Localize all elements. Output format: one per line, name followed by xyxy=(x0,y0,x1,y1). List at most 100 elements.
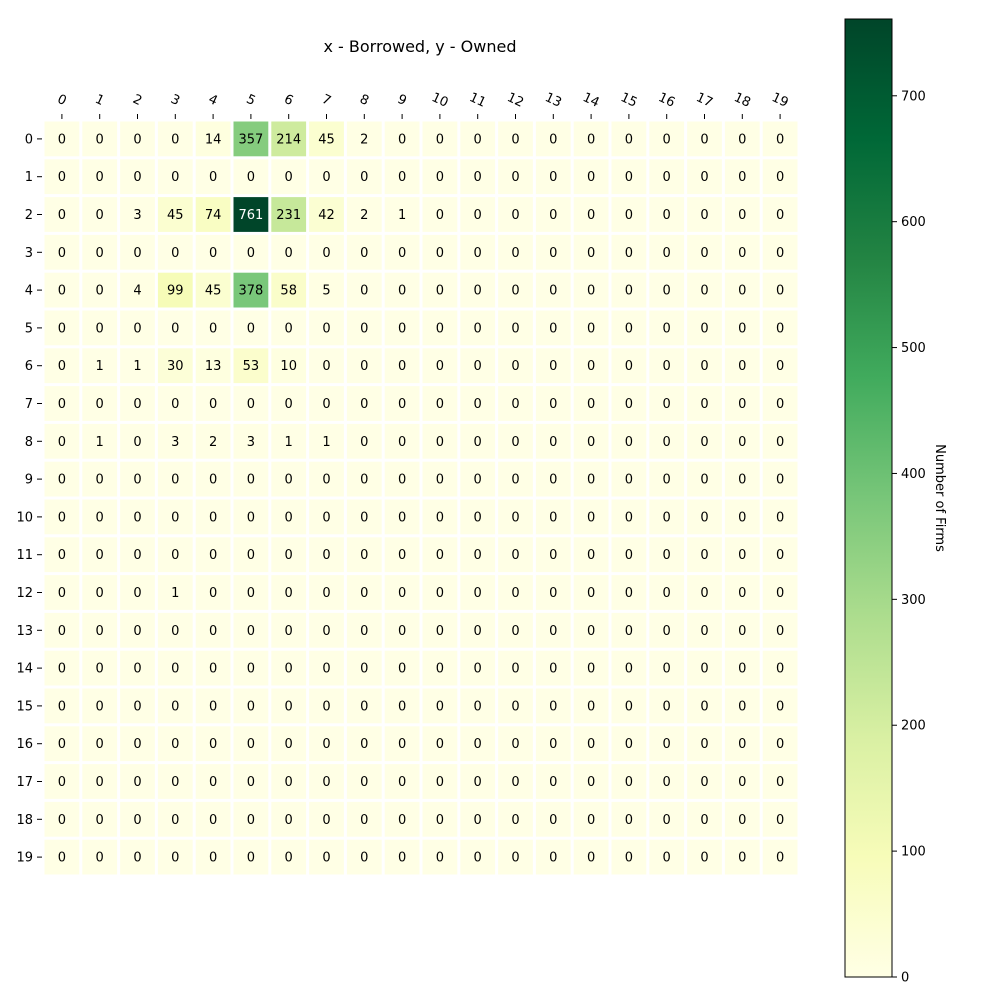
heatmap-cell-label: 0 xyxy=(587,397,595,412)
heatmap-cell-label: 0 xyxy=(511,132,519,147)
y-tick-label: 7 xyxy=(25,397,33,412)
heatmap-cell-label: 0 xyxy=(625,246,633,261)
heatmap-cell-label: 99 xyxy=(167,284,184,299)
heatmap-cell-label: 0 xyxy=(776,548,784,563)
y-tick-label: 2 xyxy=(25,208,33,223)
heatmap-cell xyxy=(195,197,231,232)
x-axis-ticks: 0 1 2 3 4 5 6 7 8 9 10 11 12 13 14 15 16 17 18 19 xyxy=(55,90,791,119)
heatmap-cell xyxy=(309,121,344,157)
heatmap-cell-label: 0 xyxy=(58,284,66,299)
heatmap-cell xyxy=(309,234,344,270)
heatmap-cell-label: 45 xyxy=(318,132,335,147)
heatmap-cell-label: 0 xyxy=(625,208,633,223)
heatmap-cell xyxy=(573,650,609,686)
heatmap-cell xyxy=(44,310,80,346)
heatmap-cell xyxy=(422,575,458,610)
heatmap-cell-label: 0 xyxy=(436,699,444,714)
heatmap-cell xyxy=(120,197,155,232)
heatmap-cell xyxy=(724,159,760,195)
heatmap-cell xyxy=(346,121,382,157)
heatmap-cell xyxy=(535,197,571,232)
heatmap-cell xyxy=(498,726,533,762)
heatmap-cell-label: 0 xyxy=(625,132,633,147)
heatmap-cell xyxy=(611,612,647,648)
heatmap-cell-label: 0 xyxy=(171,737,179,752)
heatmap-cell xyxy=(422,726,458,762)
heatmap-cell-label: 0 xyxy=(398,397,406,412)
heatmap-cell xyxy=(611,310,647,346)
heatmap-cell-label: 0 xyxy=(96,473,104,488)
x-tick-label: 1 xyxy=(93,92,107,109)
heatmap-cell xyxy=(195,234,231,270)
heatmap-cell-label: 0 xyxy=(247,170,255,185)
heatmap-cell xyxy=(44,423,80,459)
heatmap-cell-label: 0 xyxy=(360,170,368,185)
heatmap-cell xyxy=(687,650,722,686)
heatmap-cell xyxy=(687,537,722,573)
heatmap-cell-label: 0 xyxy=(133,473,141,488)
heatmap-cell xyxy=(309,272,344,308)
heatmap-cell-label: 214 xyxy=(276,132,301,147)
y-tick-label: 6 xyxy=(25,359,33,374)
heatmap-cell-label: 0 xyxy=(171,246,179,261)
heatmap-cell-label: 0 xyxy=(700,586,708,601)
heatmap-cell-label: 0 xyxy=(285,775,293,790)
heatmap-cell-label: 0 xyxy=(474,246,482,261)
heatmap-cell xyxy=(724,499,760,535)
heatmap-cell-label: 0 xyxy=(625,321,633,336)
heatmap-cell-label: 0 xyxy=(663,851,671,866)
heatmap-cell-label: 0 xyxy=(322,586,330,601)
heatmap-cell-label: 0 xyxy=(738,624,746,639)
heatmap-cell xyxy=(649,121,685,157)
heatmap-cell-label: 0 xyxy=(738,359,746,374)
heatmap-cell xyxy=(157,386,193,421)
heatmap-cell xyxy=(82,423,118,459)
colorbar-tick-label: 200 xyxy=(901,719,926,734)
heatmap-cell xyxy=(233,537,269,573)
heatmap-cell xyxy=(573,575,609,610)
heatmap-cell xyxy=(120,234,155,270)
heatmap-cell xyxy=(346,310,382,346)
heatmap-cell xyxy=(422,537,458,573)
heatmap-cell-label: 0 xyxy=(209,775,217,790)
heatmap-cell xyxy=(346,272,382,308)
heatmap-cell-label: 0 xyxy=(474,208,482,223)
heatmap-cell-label: 1 xyxy=(322,435,330,450)
heatmap-cell xyxy=(44,348,80,384)
heatmap-cell xyxy=(82,499,118,535)
heatmap-cell xyxy=(271,764,307,799)
heatmap-cell-label: 0 xyxy=(738,510,746,525)
heatmap-cell-label: 58 xyxy=(280,284,297,299)
heatmap-cell-label: 0 xyxy=(58,246,66,261)
heatmap-cell-label: 0 xyxy=(322,737,330,752)
heatmap-cell xyxy=(762,726,798,762)
heatmap-cell xyxy=(271,159,307,195)
heatmap-cell-label: 0 xyxy=(511,813,519,828)
heatmap-cell xyxy=(460,234,496,270)
heatmap-cell-label: 0 xyxy=(776,132,784,147)
heatmap-cell xyxy=(233,650,269,686)
heatmap-cell xyxy=(687,612,722,648)
heatmap-cell-label: 74 xyxy=(205,208,222,223)
heatmap-cell-label: 0 xyxy=(436,851,444,866)
x-tick-label: 10 xyxy=(429,90,450,111)
heatmap-cell-label: 0 xyxy=(587,435,595,450)
heatmap-cell xyxy=(535,575,571,610)
heatmap-cell-label: 0 xyxy=(285,851,293,866)
heatmap-cell-label: 0 xyxy=(360,397,368,412)
heatmap-cell xyxy=(195,726,231,762)
heatmap-cell xyxy=(762,801,798,837)
colorbar-gradient xyxy=(844,18,893,978)
heatmap-cell xyxy=(687,801,722,837)
heatmap-cell xyxy=(44,650,80,686)
heatmap-cell xyxy=(195,461,231,497)
heatmap-cell xyxy=(384,764,420,799)
heatmap-cell xyxy=(120,310,155,346)
heatmap-cell-label: 3 xyxy=(171,435,179,450)
heatmap-cell-label: 0 xyxy=(96,208,104,223)
heatmap-cell-label: 0 xyxy=(436,624,444,639)
heatmap-cell-label: 0 xyxy=(663,510,671,525)
heatmap-cell xyxy=(157,310,193,346)
heatmap-cell-label: 0 xyxy=(700,699,708,714)
